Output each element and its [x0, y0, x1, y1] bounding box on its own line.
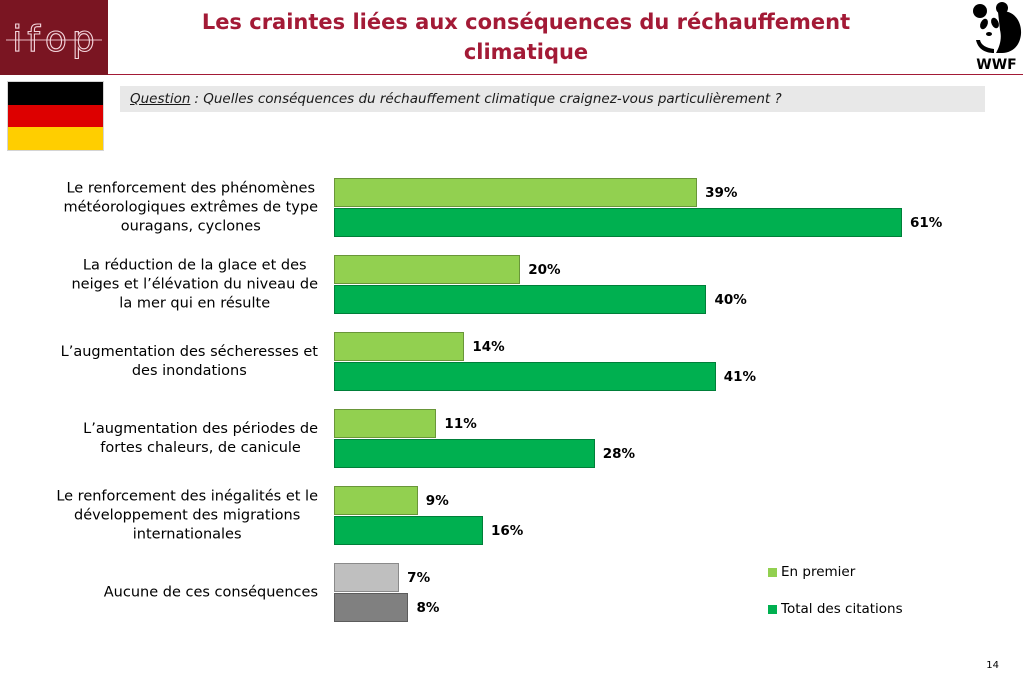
data-label-en-premier-1: 39%: [705, 184, 738, 201]
slide-title: Les craintes liées aux conséquences du r…: [201, 10, 851, 64]
bar-total-des-citations-3: [334, 362, 716, 391]
ifop-logo: ifop: [0, 0, 108, 75]
legend-item-en-premier: En premier: [768, 563, 928, 581]
flag-stripe-bottom: [8, 127, 103, 150]
data-label-total-des-citations-6: 8%: [416, 599, 440, 616]
category-label-5: Le renforcement des inégalités et le dév…: [56, 488, 318, 542]
bar-en-premier-6: [334, 563, 400, 592]
data-label-total-des-citations-5: 16%: [490, 522, 524, 539]
bar-total-des-citations-2: [334, 285, 707, 314]
legend-label-en-premier: En premier: [781, 564, 856, 580]
question-text: : Quelles conséquences du réchauffement …: [194, 91, 782, 107]
bar-en-premier-2: [334, 255, 521, 284]
bar-en-premier-4: [334, 409, 437, 438]
legend-swatch-en-premier: [768, 568, 777, 577]
bar-total-des-citations-4: [334, 439, 595, 468]
category-label-2: La réduction de la glace et des neiges e…: [71, 257, 318, 311]
flag-stripe-middle: [8, 104, 103, 128]
category-label-3: L’augmentation des sécheresses et des in…: [60, 343, 318, 379]
bar-total-des-citations-1: [334, 208, 902, 237]
ifop-logo-mark: ifop: [6, 18, 102, 61]
panda-icon: [973, 2, 1022, 53]
category-label-1: Le renforcement des phénomènes météorolo…: [63, 180, 318, 234]
data-label-en-premier-2: 20%: [528, 261, 561, 278]
data-label-en-premier-5: 9%: [425, 492, 449, 509]
data-label-en-premier-3: 14%: [472, 338, 505, 355]
question-label: Question: [130, 91, 191, 107]
legend-swatch-total-des-citations: [768, 605, 777, 614]
question-bar: Question: Quelles conséquences du réchau…: [120, 86, 985, 112]
data-label-total-des-citations-3: 41%: [723, 368, 757, 385]
germany-flag-icon: [8, 82, 103, 150]
wwf-logo-text: WWF: [976, 57, 1017, 73]
data-label-total-des-citations-1: 61%: [910, 214, 943, 231]
bar-chart: Le renforcement des phénomènes météorolo…: [0, 165, 1000, 635]
legend-item-total-des-citations: Total des citations: [768, 600, 928, 618]
data-label-total-des-citations-2: 40%: [714, 291, 747, 308]
flag-stripe-top: [8, 82, 103, 105]
data-label-total-des-citations-4: 28%: [602, 445, 636, 462]
header-divider: [108, 74, 1023, 75]
ifop-logo-text: ifop: [12, 19, 100, 60]
bar-en-premier-5: [334, 486, 418, 515]
bar-en-premier-3: [334, 332, 465, 361]
legend-label-total-des-citations: Total des citations: [781, 601, 903, 617]
page-number: 14: [986, 660, 999, 671]
data-label-en-premier-6: 7%: [407, 569, 431, 586]
wwf-logo: WWF: [970, 0, 1023, 75]
bar-total-des-citations-5: [334, 516, 483, 545]
chart-legend: En premier Total des citations: [768, 563, 928, 623]
bar-en-premier-1: [334, 178, 698, 207]
data-label-en-premier-4: 11%: [444, 415, 477, 432]
category-label-6: Aucune de ces conséquences: [103, 584, 318, 600]
bar-total-des-citations-6: [334, 593, 409, 622]
category-label-4: L’augmentation des périodes de fortes ch…: [83, 420, 318, 456]
